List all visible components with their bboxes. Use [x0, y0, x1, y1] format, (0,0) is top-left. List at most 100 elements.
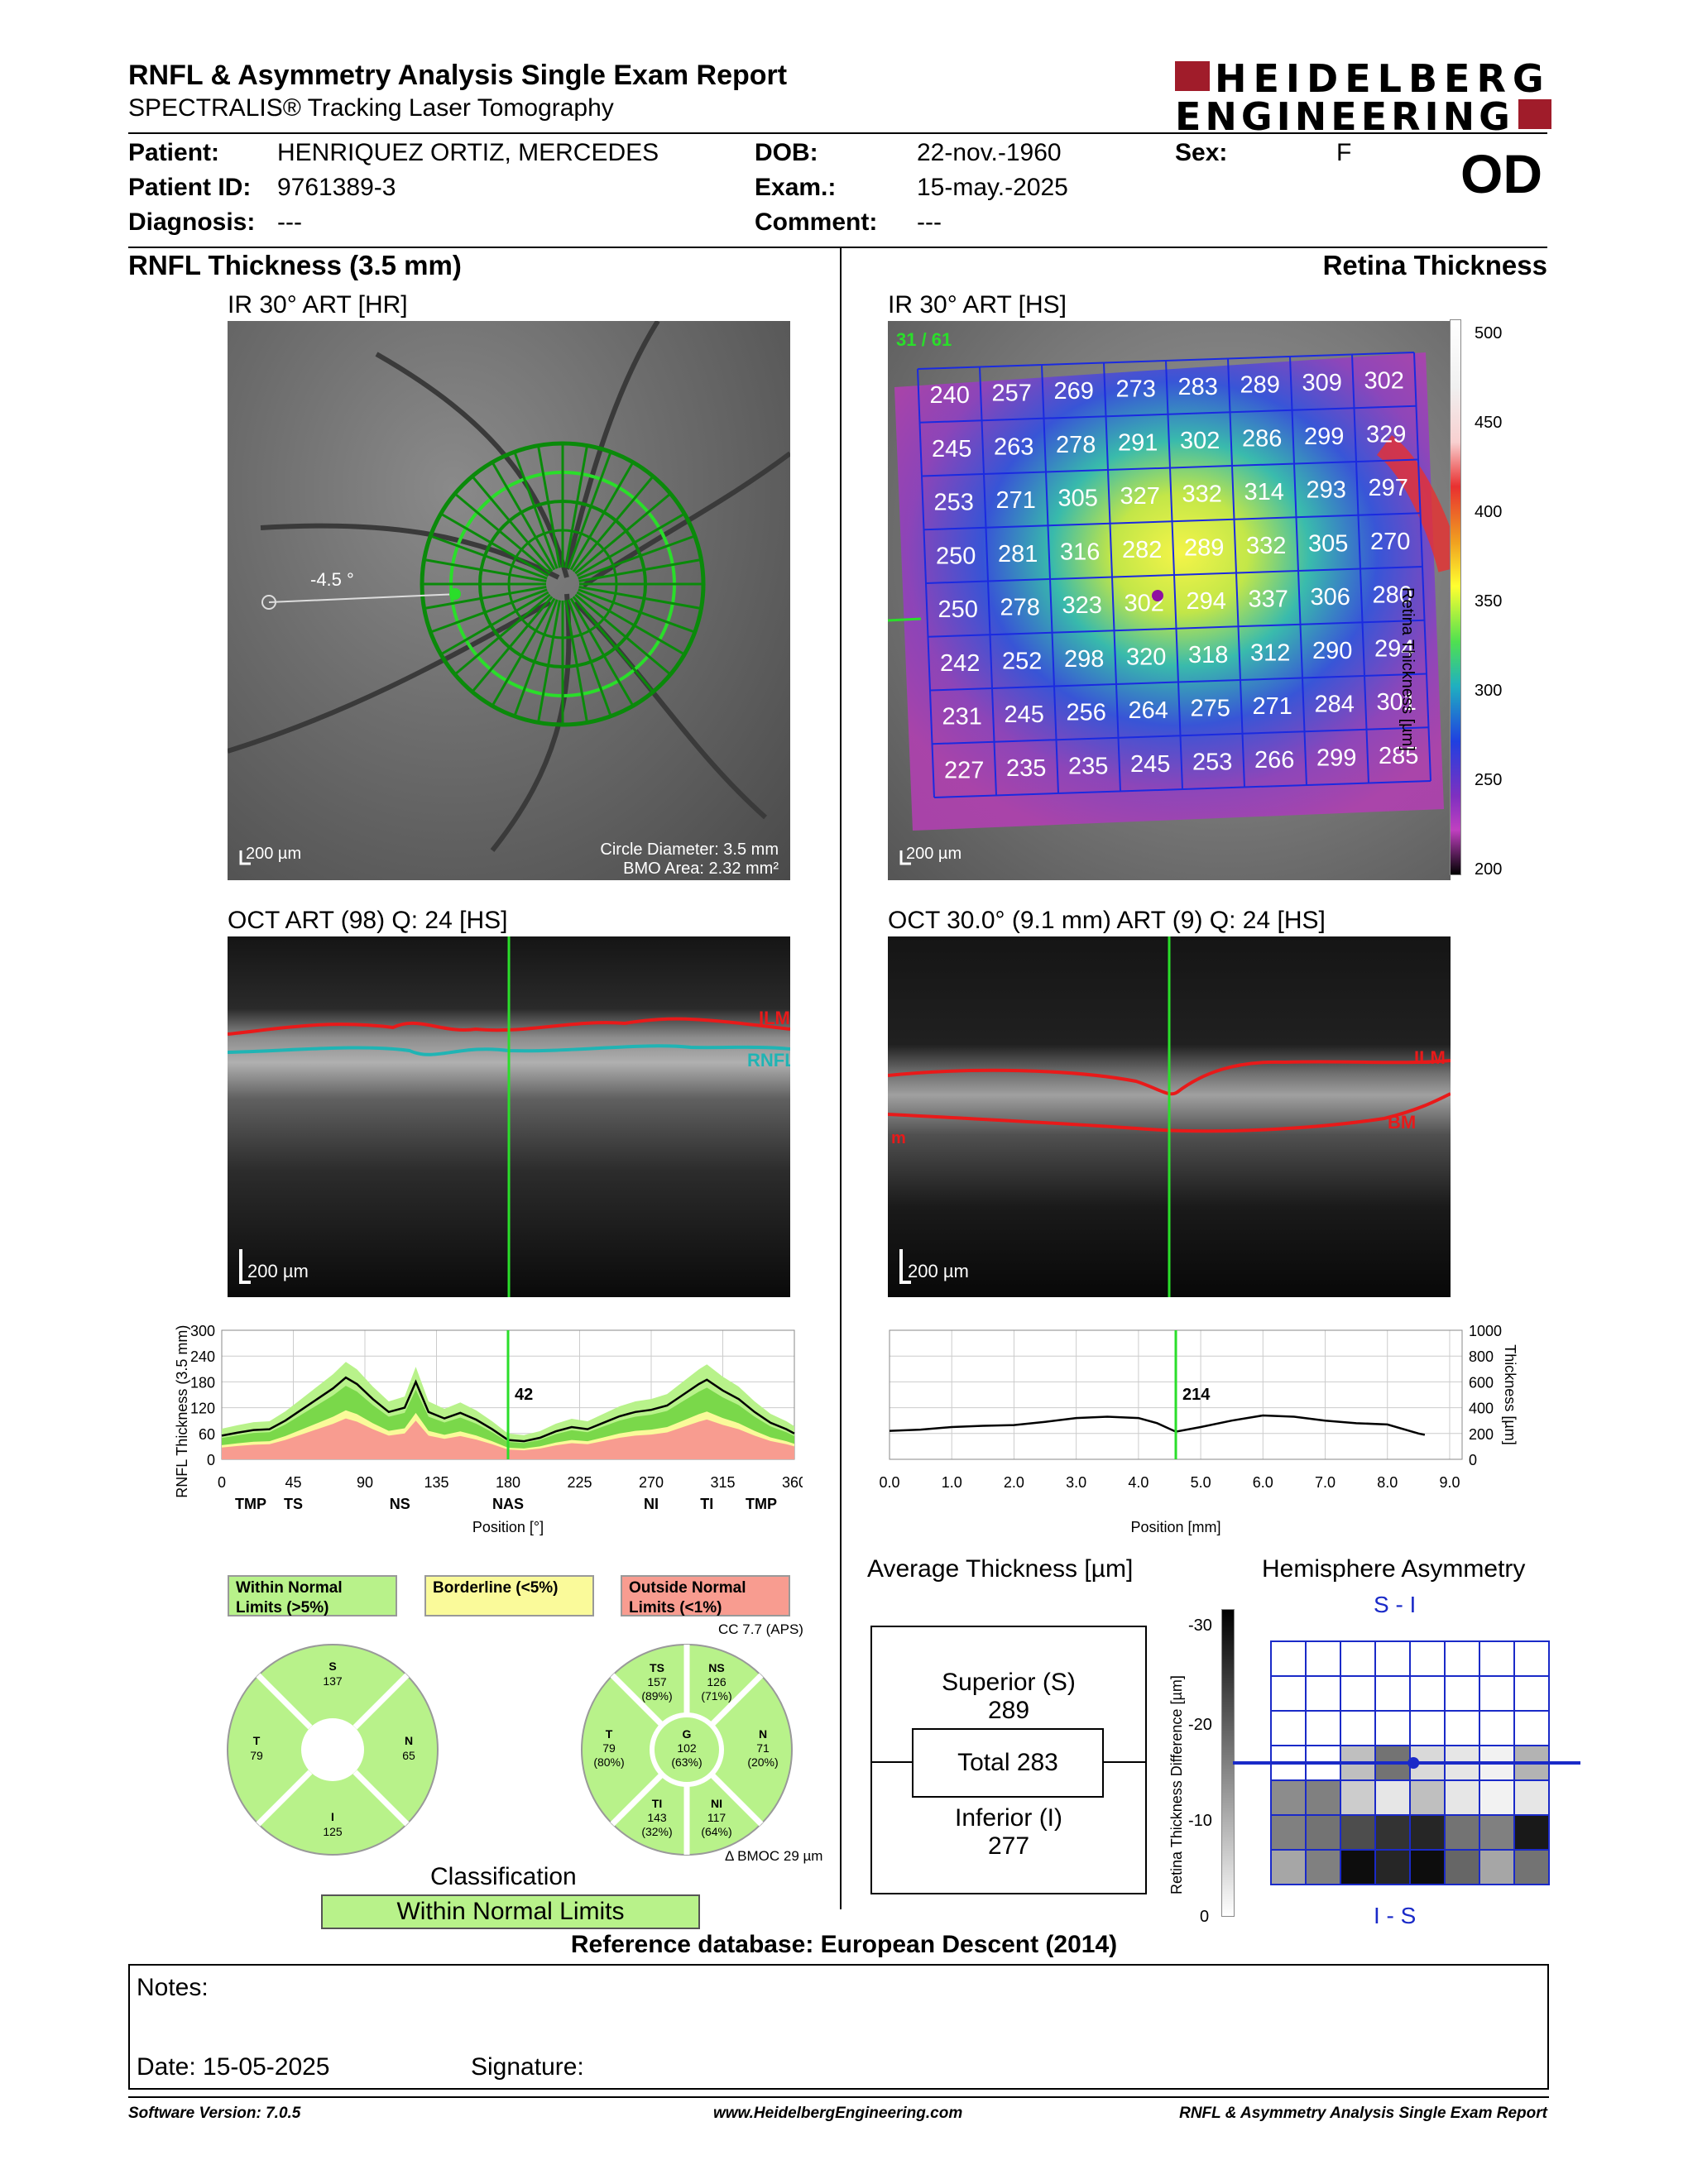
asymmetry-cell: [1374, 1779, 1411, 1816]
exam-label: Exam.:: [755, 174, 837, 201]
ir-fundus-image-right: 240 257 269 273 283 289 309 302 245 263 278 291 302 2…: [888, 321, 1451, 880]
oct-bscan-left: ILM RNFL 200 µm: [228, 936, 790, 1297]
svg-text:(80%): (80%): [593, 1755, 624, 1769]
asymmetry-cell: [1444, 1779, 1480, 1816]
asymmetry-cell: [1340, 1779, 1376, 1816]
grid-cell-value: 305: [1058, 486, 1098, 512]
sector-i-value: 125: [323, 1825, 343, 1838]
asymmetry-cell: [1340, 1814, 1376, 1851]
y-tick-label: 400: [1469, 1401, 1494, 1417]
grid-cell-value: 327: [1120, 483, 1160, 510]
grid-cell-value: 316: [1060, 539, 1100, 565]
x-tick-label: 1.0: [942, 1474, 962, 1491]
report-title: RNFL & Asymmetry Analysis Single Exam Re…: [128, 60, 788, 91]
asymmetry-cell: [1409, 1675, 1446, 1712]
grid-cell-value: 271: [996, 487, 1036, 514]
svg-text:126: 126: [707, 1675, 727, 1688]
grid-cell-value: 294: [1187, 588, 1226, 615]
patient-id-label: Patient ID:: [128, 174, 252, 201]
asymmetry-cell: [1270, 1779, 1307, 1816]
grid-cell-value: 235: [1006, 755, 1046, 782]
date-label: Date: 15-05-2025: [137, 2053, 330, 2081]
x-tick-label: 225: [567, 1474, 592, 1491]
asymmetry-cell: [1340, 1675, 1376, 1712]
asymmetry-cell: [1340, 1710, 1376, 1746]
asymmetry-cell: [1444, 1710, 1480, 1746]
bmo-6-sector-diagram: TS 157 (89%) NS 126 (71%) T 79 (80%) G 102 (63%)…: [579, 1642, 794, 1857]
grid-cell-value: 314: [1244, 479, 1284, 505]
x-tick-label: 270: [639, 1474, 664, 1491]
grid-cell-value: 285: [1379, 743, 1418, 769]
grid-cell-value: 337: [1249, 587, 1288, 613]
asymmetry-ylabel: Retina Thickness Difference [µm]: [1168, 1675, 1185, 1894]
rnfl-section-title: RNFL Thickness (3.5 mm): [128, 250, 462, 280]
asymmetry-cell: [1479, 1675, 1515, 1712]
svg-text:N: N: [759, 1727, 767, 1741]
legend-borderline: Borderline (<5%): [424, 1575, 594, 1616]
eye-label: OD: [1460, 143, 1542, 204]
grid-cell-value: 270: [1370, 529, 1410, 555]
x-tick-label: 8.0: [1377, 1474, 1398, 1491]
grid-cell-value: 301: [1377, 689, 1417, 716]
svg-text:102: 102: [677, 1741, 697, 1755]
x-tick-label: 7.0: [1315, 1474, 1336, 1491]
grid-cell-value: 264: [1129, 697, 1168, 724]
bmo-4-sector-diagram: S 137 T 79 N 65 I 125: [225, 1642, 440, 1857]
oct-left-label: OCT ART (98) Q: 24 [HS]: [228, 907, 508, 934]
svg-text:I: I: [331, 1810, 334, 1823]
grid-cell-value: 253: [934, 490, 974, 516]
grid-cell-value: 282: [1122, 537, 1162, 563]
y-tick-label: 180: [190, 1374, 215, 1391]
grid-cell-value: 289: [1240, 372, 1280, 399]
asymmetry-cell: [1374, 1849, 1411, 1885]
marker-value: 214: [1182, 1386, 1211, 1404]
oct-bscan-right: ILM BM m 200 µm: [888, 936, 1451, 1297]
asymmetry-cell: [1513, 1814, 1550, 1851]
svg-text:T: T: [253, 1734, 261, 1747]
grid-cell-value: 245: [1005, 702, 1044, 728]
scan-counter: 31 / 61: [896, 329, 952, 350]
grid-cell-value: 293: [1307, 477, 1346, 504]
rnfl-label-left: RNFL: [747, 1050, 790, 1070]
grid-cell-value: 309: [1302, 370, 1342, 396]
report-subtitle: SPECTRALIS® Tracking Laser Tomography: [128, 94, 614, 122]
inferior-value: 277: [987, 1832, 1030, 1860]
asymmetry-cell: [1340, 1849, 1376, 1885]
grid-cell-value: 227: [944, 757, 984, 783]
asymmetry-top-label: S - I: [1374, 1592, 1417, 1617]
x-tick-label: 180: [496, 1474, 520, 1491]
dob-value: 22-nov.-1960: [917, 139, 1062, 166]
asymmetry-cell: [1374, 1710, 1411, 1746]
classification-value: Within Normal Limits: [321, 1894, 700, 1929]
ir-left-scale: 200 µm: [246, 845, 301, 863]
svg-text:157: 157: [647, 1675, 667, 1688]
website-link[interactable]: www.HeidelbergEngineering.com: [713, 2105, 963, 2122]
grid-cell-value: 318: [1188, 642, 1228, 668]
x-tick-label: 0.0: [879, 1474, 899, 1491]
sector-label: TMP: [235, 1496, 266, 1512]
svg-text:79: 79: [602, 1741, 616, 1755]
legend-outside: Outside Normal Limits (<1%): [621, 1575, 790, 1616]
svg-text:NI: NI: [711, 1797, 722, 1810]
grid-cell-value: 271: [1253, 693, 1292, 720]
grid-cell-value: 323: [1062, 592, 1102, 619]
bmoc-label: Δ BMOC 29 µm: [725, 1848, 823, 1864]
x-tick-label: 45: [285, 1474, 301, 1491]
svg-text:S: S: [328, 1660, 336, 1673]
asymmetry-title: Hemisphere Asymmetry: [1262, 1555, 1526, 1583]
asymmetry-cell: [1270, 1814, 1307, 1851]
grid-cell-value: 278: [1056, 432, 1096, 458]
avg-thickness-title: Average Thickness [µm]: [867, 1555, 1134, 1583]
asymmetry-cell: [1305, 1779, 1341, 1816]
svg-text:TS: TS: [650, 1661, 664, 1674]
asymmetry-cell: [1409, 1640, 1446, 1677]
asymmetry-bottom-label: I - S: [1374, 1903, 1417, 1928]
x-tick-label: 4.0: [1128, 1474, 1149, 1491]
asymmetry-cell: [1444, 1814, 1480, 1851]
notes-box[interactable]: Notes: Date: 15-05-2025 Signature:: [128, 1964, 1549, 2090]
sex-label: Sex:: [1175, 139, 1228, 166]
grid-cell-value: 235: [1068, 753, 1108, 779]
asymmetry-center-point: [1407, 1757, 1420, 1769]
svg-text:(64%): (64%): [701, 1825, 731, 1838]
grid-cell-value: 299: [1316, 745, 1356, 771]
